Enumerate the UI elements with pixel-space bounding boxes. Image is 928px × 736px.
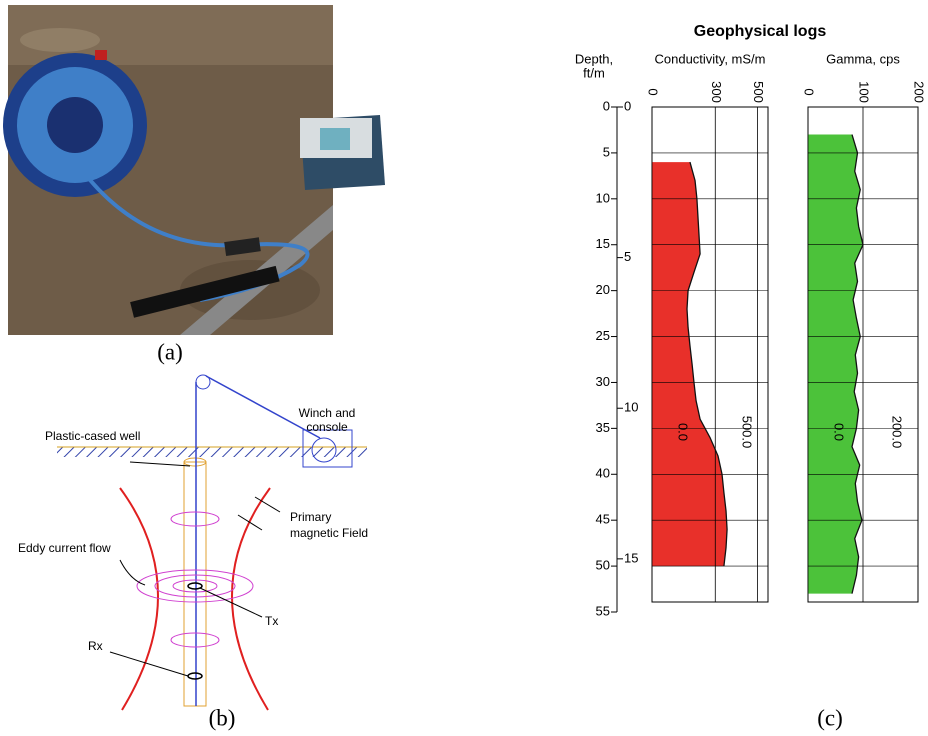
chart-title: Geophysical logs bbox=[694, 23, 827, 40]
diagram-label: console bbox=[306, 420, 348, 434]
x-tick-label: 0 bbox=[646, 88, 661, 95]
track-title: Conductivity, mS/m bbox=[654, 51, 765, 66]
x-tick-label: 200 bbox=[912, 81, 927, 103]
y-tick-label: 45 bbox=[596, 512, 610, 527]
log-curve bbox=[851, 134, 864, 594]
y-tick-label: 50 bbox=[596, 558, 610, 573]
scale-label: 500.0 bbox=[740, 416, 755, 449]
scale-label: 0.0 bbox=[676, 423, 691, 441]
m-tick-label: 10 bbox=[624, 400, 638, 415]
y-tick-label: 25 bbox=[596, 328, 610, 343]
y-tick-label: 30 bbox=[596, 374, 610, 389]
panel-label: (c) bbox=[817, 705, 843, 730]
scale-label: 0.0 bbox=[832, 423, 847, 441]
track-title: Gamma, cps bbox=[826, 51, 900, 66]
m-tick-label: 5 bbox=[624, 249, 631, 264]
panel-label: (a) bbox=[157, 339, 183, 364]
diagram-label: Rx bbox=[88, 639, 103, 653]
diagram-label: Plastic-cased well bbox=[45, 429, 140, 443]
photo bbox=[3, 5, 385, 335]
y-tick-label: 10 bbox=[596, 190, 610, 205]
x-tick-label: 300 bbox=[709, 81, 724, 103]
area-fill bbox=[652, 162, 728, 567]
x-tick-label: 0 bbox=[802, 88, 817, 95]
axis-label: Depth, bbox=[575, 51, 613, 66]
diagram-label: Tx bbox=[265, 614, 278, 628]
diagram-label: Primary bbox=[290, 510, 331, 524]
panel-label: (b) bbox=[209, 705, 236, 730]
m-tick-label: 0 bbox=[624, 98, 631, 113]
y-tick-label: 55 bbox=[596, 603, 610, 618]
y-tick-label: 35 bbox=[596, 420, 610, 435]
log-curve bbox=[686, 161, 728, 567]
y-tick-label: 15 bbox=[596, 236, 610, 251]
x-tick-label: 100 bbox=[857, 81, 872, 103]
area-fill bbox=[808, 134, 863, 594]
diagram-label: magnetic Field bbox=[290, 526, 368, 540]
y-tick-label: 0 bbox=[603, 98, 610, 113]
y-tick-label: 5 bbox=[603, 144, 610, 159]
diagram-label: Winch and bbox=[299, 406, 356, 420]
x-tick-label: 500 bbox=[751, 81, 766, 103]
y-tick-label: 20 bbox=[596, 282, 610, 297]
scale-label: 200.0 bbox=[890, 416, 905, 449]
m-tick-label: 15 bbox=[624, 550, 638, 565]
axis-label: ft/m bbox=[583, 65, 605, 80]
y-tick-label: 40 bbox=[596, 466, 610, 481]
diagram bbox=[57, 374, 367, 711]
diagram-label: Eddy current flow bbox=[18, 541, 111, 555]
